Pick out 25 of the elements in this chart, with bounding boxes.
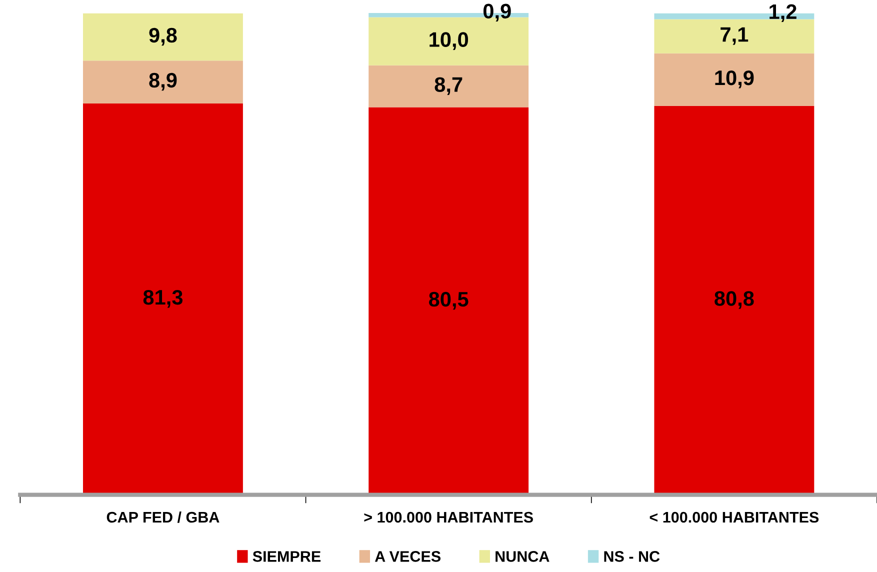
bar bbox=[83, 103, 243, 495]
legend-label: A VECES bbox=[374, 551, 441, 562]
bar bbox=[368, 65, 529, 108]
bar bbox=[83, 13, 243, 61]
x-tick-label: > 100.000 HABITANTES bbox=[364, 512, 533, 523]
data-label: 10,0 bbox=[430, 32, 468, 50]
data-label: 7,1 bbox=[720, 27, 748, 45]
legend-label: SIEMPRE bbox=[252, 551, 321, 562]
bar bbox=[83, 60, 243, 104]
legend-label: NUNCA bbox=[496, 551, 550, 562]
data-label: 8,7 bbox=[434, 77, 462, 95]
legend-label: NS - NC bbox=[604, 551, 660, 562]
data-label: 80,5 bbox=[428, 292, 468, 310]
data-label: 9,8 bbox=[149, 28, 177, 46]
bar bbox=[654, 53, 814, 106]
data-label: 8,9 bbox=[149, 72, 177, 91]
data-label: 80,8 bbox=[714, 291, 754, 309]
data-label: 0,9 bbox=[483, 4, 511, 22]
data-label: 10,9 bbox=[715, 70, 754, 88]
x-tick-label: CAP FED / GBA bbox=[106, 511, 220, 523]
bar bbox=[654, 106, 814, 495]
data-label: 81,3 bbox=[143, 290, 182, 308]
bar bbox=[368, 107, 529, 495]
data-label: 1,2 bbox=[770, 4, 796, 22]
x-tick-label: < 100.000 HABITANTES bbox=[650, 512, 819, 523]
